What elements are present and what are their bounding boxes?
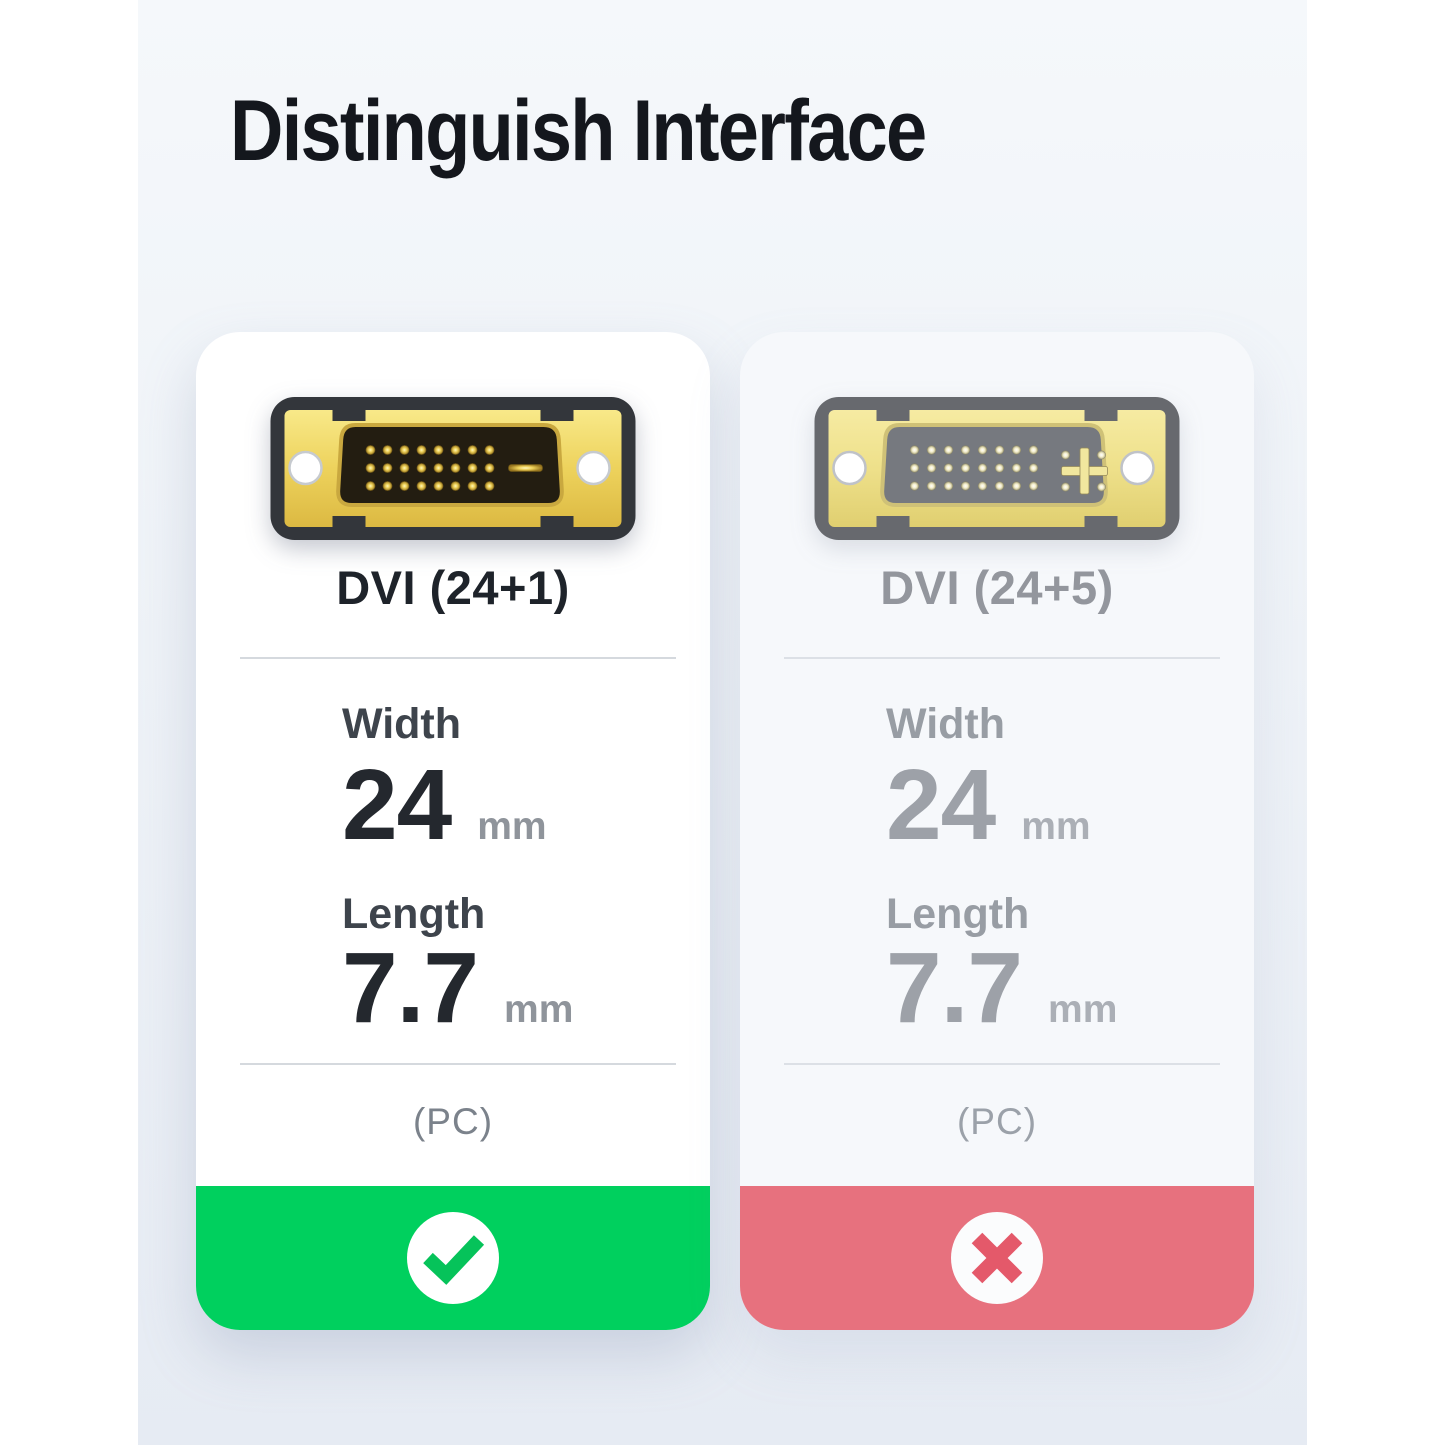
content-area: Distinguish Interface <box>138 0 1307 1445</box>
divider <box>240 657 676 659</box>
check-icon <box>423 1235 485 1285</box>
check-badge <box>407 1212 499 1304</box>
analog-cross-pins <box>1061 447 1108 495</box>
dvi-24-plus-1-connector-icon <box>270 397 636 540</box>
width-value-row: 24 mm <box>886 753 1091 858</box>
divider <box>240 1063 676 1065</box>
divider <box>784 1063 1220 1065</box>
card-dvi-24-5: DVI (24+5) Width 24 mm Length 7.7 mm (PC… <box>740 332 1254 1330</box>
length-value: 7.7 <box>886 932 1023 1044</box>
length-label: Length <box>886 890 1030 938</box>
dvi-24-plus-5-connector-icon <box>814 397 1180 540</box>
length-value-row: 7.7 mm <box>342 936 573 1041</box>
page-title: Distinguish Interface <box>230 83 927 179</box>
blade-pin <box>508 464 543 472</box>
width-unit: mm <box>1021 805 1091 848</box>
compatible-footer <box>196 1186 710 1330</box>
cross-badge <box>951 1212 1043 1304</box>
incompatible-footer <box>740 1186 1254 1330</box>
card-name: DVI (24+5) <box>880 561 1114 614</box>
cross-icon <box>971 1232 1023 1284</box>
width-label: Width <box>342 700 462 748</box>
length-value: 7.7 <box>342 932 479 1044</box>
pc-note: (PC) <box>412 1101 494 1142</box>
length-unit: mm <box>504 988 574 1031</box>
width-value-row: 24 mm <box>342 753 547 858</box>
width-value: 24 <box>886 749 996 861</box>
length-unit: mm <box>1048 988 1118 1031</box>
length-value-row: 7.7 mm <box>886 936 1117 1041</box>
card-dvi-24-1: DVI (24+1) Width 24 mm Length 7.7 mm (PC… <box>196 332 710 1330</box>
pin-grid-24 <box>365 445 495 491</box>
width-label: Width <box>886 700 1006 748</box>
card-name: DVI (24+1) <box>336 561 570 614</box>
pin-grid-24 <box>909 445 1039 491</box>
divider <box>784 657 1220 659</box>
length-label: Length <box>342 890 486 938</box>
width-unit: mm <box>477 805 547 848</box>
pc-note: (PC) <box>956 1101 1038 1142</box>
width-value: 24 <box>342 749 452 861</box>
